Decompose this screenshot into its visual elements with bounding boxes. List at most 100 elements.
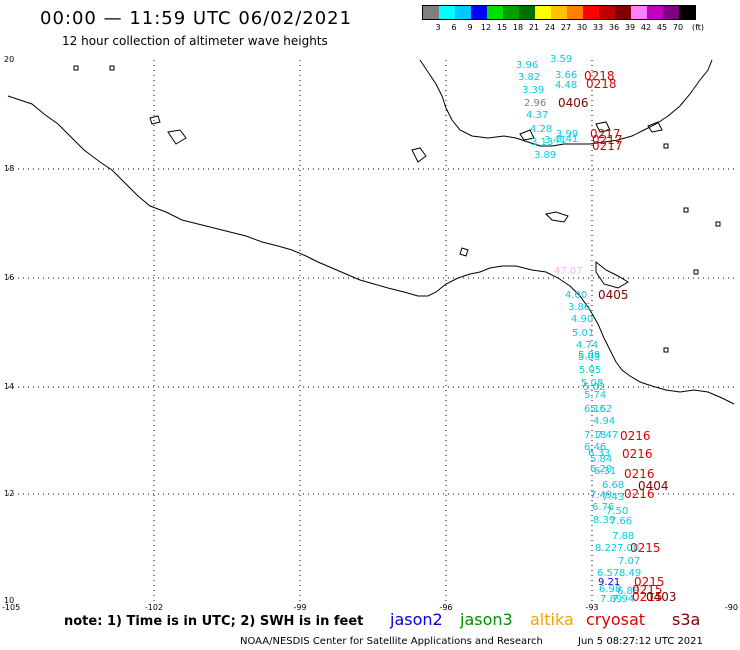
latitude-label: 10 <box>4 596 14 605</box>
wave-height-value: 7.18 <box>584 430 606 441</box>
wave-height-value: 8.49 <box>619 568 641 579</box>
wave-height-value: 3.39 <box>522 85 544 96</box>
legend-swatch <box>471 6 487 19</box>
wave-height-value: 7.89 <box>600 594 622 605</box>
wave-height-value: 4.48 <box>555 80 577 91</box>
legend-tick-label: 30 <box>576 23 588 32</box>
latitude-label: 16 <box>4 273 14 282</box>
wave-height-value: 7.66 <box>610 516 632 527</box>
longitude-label: -93 <box>585 603 598 612</box>
wave-height-value: 4.74 <box>576 340 598 351</box>
legend-tick-label: 36 <box>608 23 620 32</box>
wave-height-value: 6.15 <box>584 404 606 415</box>
wave-height-value: 7.43 <box>602 492 624 503</box>
wave-height-value: 5.02 <box>583 382 605 393</box>
observation-values: 3.59 3.96 3.66 3.82 4.48 3.39 2.964.37 4.28 3.99… <box>516 54 641 605</box>
pass-time-label: 0216 <box>624 467 655 481</box>
wave-height-value: 6.76 <box>592 502 614 513</box>
page-title: 00:00 — 11:59 UTC 06/02/2021 <box>40 8 353 29</box>
legend-swatch <box>567 6 583 19</box>
wave-height-value: 3.41 <box>544 135 566 146</box>
wave-height-value: 4.90 <box>571 314 593 325</box>
legend-tick-label: 15 <box>496 23 508 32</box>
wave-height-value: 7.50 <box>606 506 628 517</box>
longitude-label: -90 <box>725 603 738 612</box>
color-legend: 3 6 9 12 15 18 21 24 27 30 33 36 39 42 45 70 (ft) <box>422 5 704 32</box>
legend-tick-label: 33 <box>592 23 604 32</box>
wave-height-value: 6.88 <box>617 586 639 597</box>
pass-time-label: 0217 <box>592 139 623 153</box>
pass-time-label: 0215 <box>632 583 663 597</box>
wave-height-value: 4.94 <box>593 416 615 427</box>
legend-tick-label: 45 <box>656 23 668 32</box>
wave-height-value: 3.89 <box>534 150 556 161</box>
legend-tick-label: 3 <box>435 23 441 32</box>
islands <box>73 65 721 353</box>
wave-height-value: 5.62 <box>590 404 612 415</box>
latitude-label: 14 <box>4 382 14 391</box>
wave-height-value: 2.96 <box>524 98 546 109</box>
wave-height-value: 3.86 <box>568 302 590 313</box>
wave-height-value: 8.22 <box>595 543 617 554</box>
wave-height-value: 6.33 <box>588 448 610 459</box>
legend-tick-label: 24 <box>544 23 556 32</box>
latitude-label: 20 <box>4 55 14 64</box>
legend-tick-label: 18 <box>512 23 524 32</box>
longitude-label: -102 <box>145 603 163 612</box>
wave-height-value: 3.59 <box>550 54 572 65</box>
wave-height-value: 5.08 <box>578 350 600 361</box>
pass-time-label: 0403 <box>646 590 677 604</box>
wave-height-value: 9.21 <box>598 577 620 588</box>
legend-swatch <box>439 6 455 19</box>
legend-swatch <box>615 6 631 19</box>
legend-swatch <box>679 6 695 19</box>
wave-height-value: 6.98 <box>599 584 621 595</box>
longitude-label: -105 <box>2 603 20 612</box>
legend-swatch <box>423 6 439 19</box>
legend-tick-label: 21 <box>528 23 540 32</box>
legend-tick-label: 70 <box>672 23 684 32</box>
pass-time-label: 0216 <box>622 447 653 461</box>
legend-swatch <box>503 6 519 19</box>
longitude-label: -99 <box>293 603 306 612</box>
pass-time-label: 0215 <box>632 590 663 604</box>
wave-height-value: 4.28 <box>530 124 552 135</box>
pass-time-label: 0406 <box>558 96 589 110</box>
legend-labels: 3 6 9 12 15 18 21 24 27 30 33 36 39 42 45 70 (ft) <box>422 20 704 32</box>
wave-height-value: 6.46 <box>584 442 606 453</box>
legend-cryosat: cryosat <box>586 610 646 629</box>
legend-s3a: s3a <box>672 610 701 629</box>
wave-height-value: 6.57 <box>597 568 619 579</box>
wave-height-value: 5.08 <box>581 378 603 389</box>
legend-swatch <box>487 6 503 19</box>
pass-time-label: 0216 <box>620 429 651 443</box>
legend-swatch <box>455 6 471 19</box>
axis-labels: 20 18 16 14 12 10-105 -102 -99 -96 -93 -90 <box>2 55 738 612</box>
wave-height-value: 4.00 <box>565 290 587 301</box>
legend-swatch <box>535 6 551 19</box>
legend-tick-label: 42 <box>640 23 652 32</box>
pass-time-label: 0215 <box>634 575 665 589</box>
legend-swatch <box>647 6 663 19</box>
page-subtitle: 12 hour collection of altimeter wave hei… <box>62 34 328 48</box>
legend-tick-label: 27 <box>560 23 572 32</box>
yucatan-coastline <box>419 59 713 147</box>
wave-height-value: 8.39 <box>593 515 615 526</box>
wave-height-value: 6.20 <box>590 464 612 475</box>
legend-tick-label: 6 <box>451 23 457 32</box>
pass-time-label: 0217 <box>592 133 623 147</box>
mexico-coastline <box>7 95 735 405</box>
legend-swatch <box>631 6 647 19</box>
pass-time-label: 0218 <box>584 69 615 83</box>
legend-swatch <box>663 6 679 19</box>
latitude-label: 18 <box>4 164 14 173</box>
legend-swatch <box>599 6 615 19</box>
wave-height-value: 3.13 <box>531 137 553 148</box>
pass-time-label: 0405 <box>598 288 629 302</box>
credit-line: NOAA/NESDIS Center for Satellite Applica… <box>240 636 543 647</box>
wave-height-value: 6.31 <box>594 466 616 477</box>
wave-height-value: 7.47 <box>596 430 618 441</box>
wave-height-value: 7.49 <box>590 490 612 501</box>
